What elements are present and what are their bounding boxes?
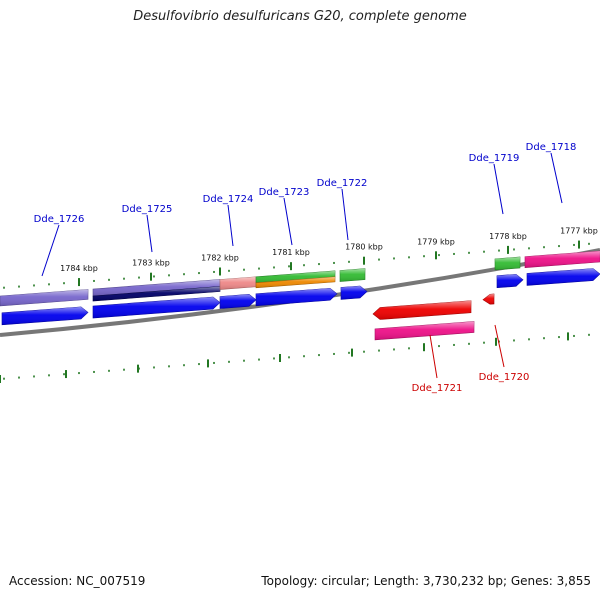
gene-label: Dde_1719 xyxy=(469,153,520,164)
tick-labels: 1784 kbp 1783 kbp 1782 kbp 1781 kbp 1780 kbp… xyxy=(60,227,598,274)
gene-label: Dde_1718 xyxy=(526,142,577,153)
gene-arrow-blue-shine xyxy=(220,294,256,309)
gene-label: Dde_1720 xyxy=(479,372,530,383)
gene-label: Dde_1723 xyxy=(259,187,310,198)
gene-label-leader xyxy=(341,188,349,241)
gene-arrow-red-shine xyxy=(483,293,494,305)
tick-label: 1778 kbp xyxy=(489,232,527,241)
gene-label: Dde_1726 xyxy=(34,214,85,225)
gene-arrow-blue-shine xyxy=(341,286,367,300)
tick-label: 1784 kbp xyxy=(60,264,98,273)
gene-arrow-blue-shine xyxy=(93,297,220,319)
gene-label-leader xyxy=(550,152,563,204)
gene-bar-purple-shine xyxy=(0,289,88,306)
gene-arrow-blue-shine xyxy=(256,288,337,306)
gene-label-leader xyxy=(227,204,234,247)
accession-text: Accession: NC_007519 xyxy=(9,574,146,588)
gene-arrow-blue-shine xyxy=(497,274,523,288)
gene-bar-navy-shine xyxy=(93,286,220,302)
genome-summary-text: Topology: circular; Length: 3,730,232 bp… xyxy=(261,574,591,588)
gene-label: Dde_1725 xyxy=(122,204,173,215)
gene-label-leader xyxy=(493,163,504,215)
tick-label: 1777 kbp xyxy=(560,227,598,236)
tick-label: 1782 kbp xyxy=(201,254,239,263)
gene-label-leader xyxy=(283,197,293,246)
gene-label: Dde_1721 xyxy=(412,383,463,394)
tick-label: 1783 kbp xyxy=(132,259,170,268)
gene-label-leader xyxy=(41,224,60,277)
tick-dots xyxy=(0,240,590,383)
gene-bar-salmon-shine xyxy=(220,276,256,290)
tick-label: 1781 kbp xyxy=(272,248,310,257)
gene-arrow-red-shine xyxy=(373,300,471,320)
gene-bar-green-shine xyxy=(340,268,365,282)
gene-bar-pink-shine xyxy=(375,321,474,340)
gene-label: Dde_1724 xyxy=(203,194,254,205)
gene-arrow-blue-shine xyxy=(527,268,600,286)
map-title: Desulfovibrio desulfuricans G20, complet… xyxy=(133,9,467,24)
gene-arrow-blue-shine xyxy=(2,306,88,325)
gene-bar-green-shine xyxy=(256,270,335,283)
tick-label: 1779 kbp xyxy=(417,237,455,246)
gene-label-leader xyxy=(494,324,505,368)
gene-label-leader xyxy=(429,334,438,379)
tick-label: 1780 kbp xyxy=(345,243,383,252)
gene-labels: Dde_1726 Dde_1725 Dde_1724 Dde_1723 Dde_1722… xyxy=(34,142,577,394)
gene-bar-purple-shine xyxy=(93,279,220,297)
gene-bar-orange-shine xyxy=(256,276,335,288)
gene-label-leader xyxy=(146,214,153,253)
gene-bar-green-shine xyxy=(495,257,520,270)
genes xyxy=(0,250,600,341)
gene-bar-pink-shine xyxy=(525,251,600,268)
gene-label: Dde_1722 xyxy=(317,178,368,189)
